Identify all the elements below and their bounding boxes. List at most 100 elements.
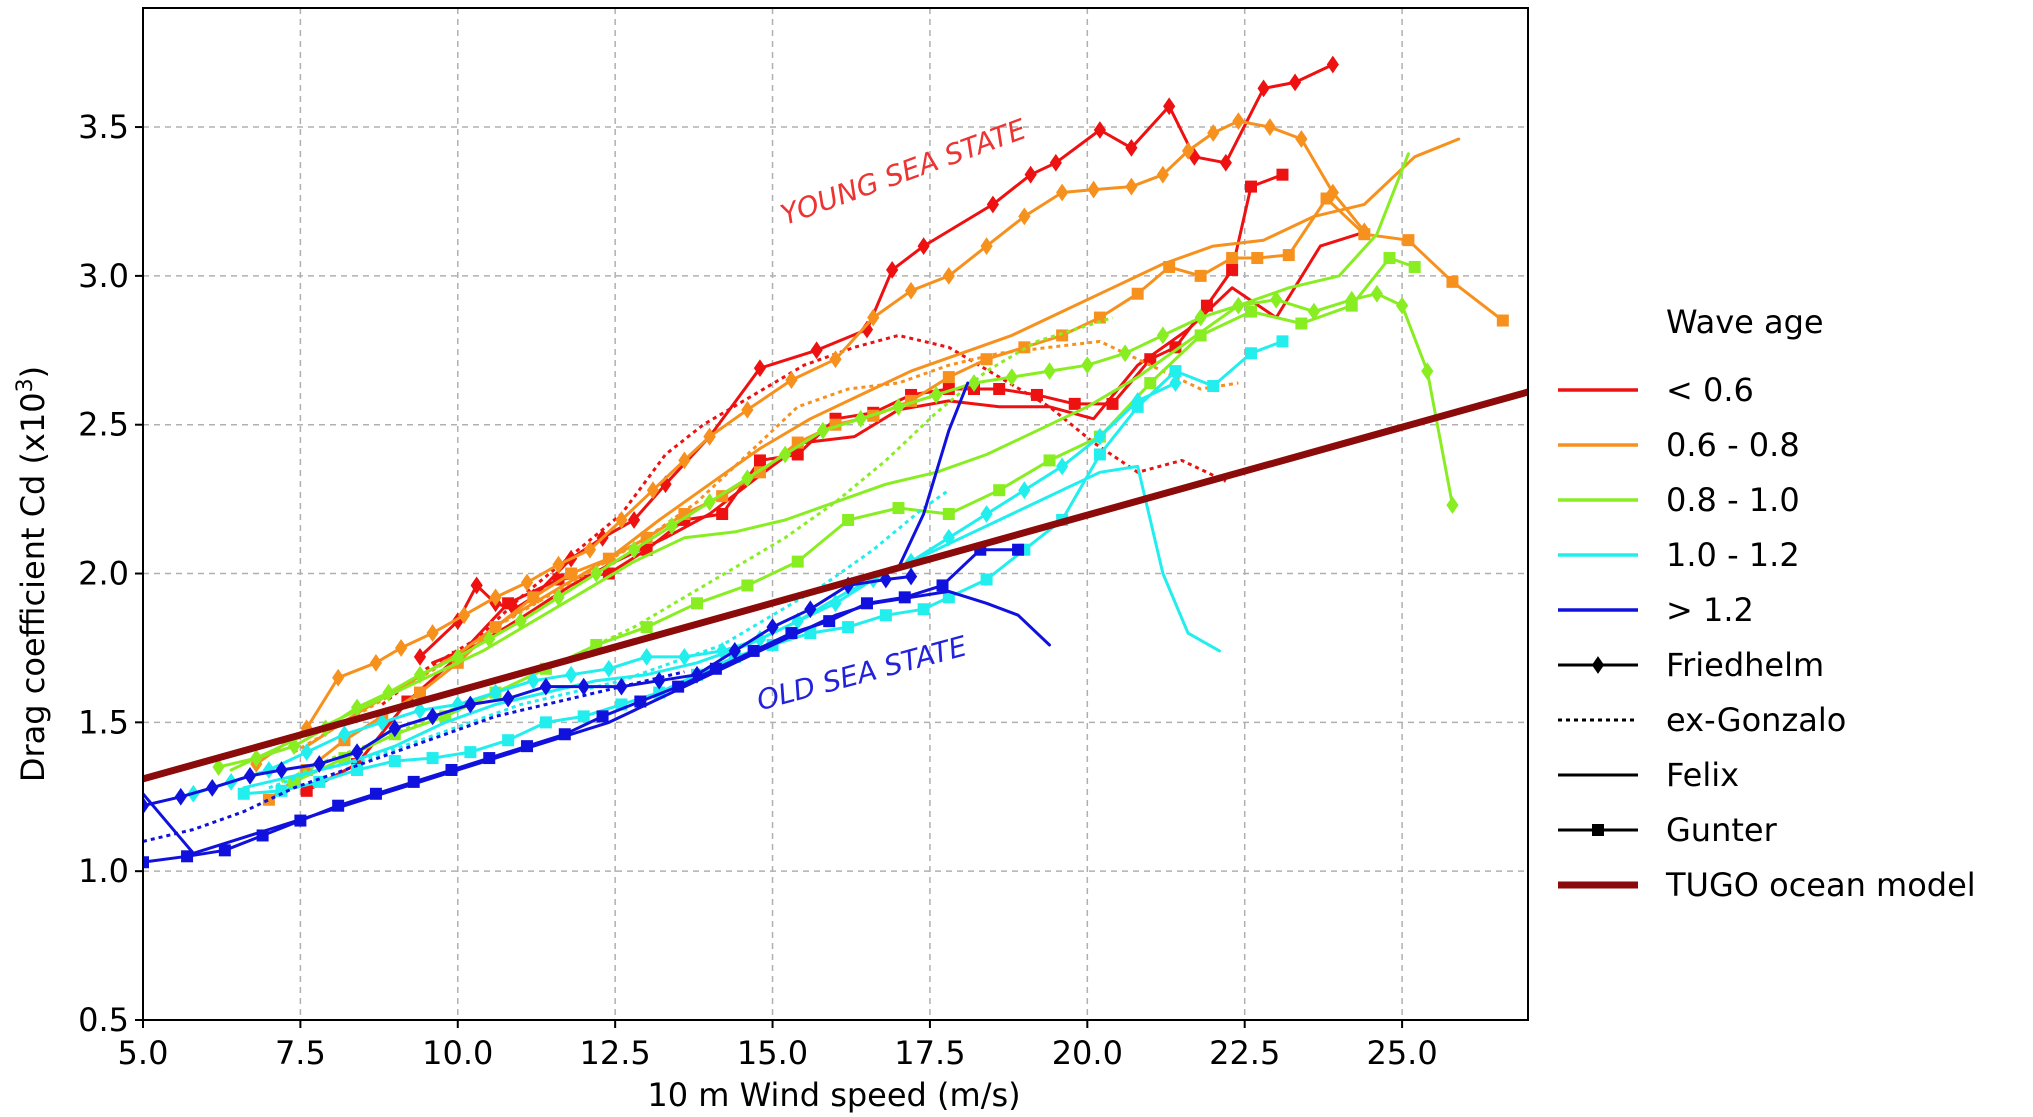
diamond-marker [388, 719, 401, 738]
square-marker [898, 591, 911, 604]
square-marker [1345, 299, 1358, 312]
square-marker [1282, 249, 1295, 262]
square-marker [1200, 299, 1213, 312]
diamond-marker [212, 758, 225, 776]
diamond-marker [413, 701, 427, 720]
square-marker [1131, 400, 1144, 413]
diamond-marker [1163, 97, 1176, 116]
diamond-marker [350, 743, 364, 762]
diamond-marker [867, 308, 880, 327]
x-tick-label: 10.0 [422, 1034, 493, 1072]
x-tick-label: 5.0 [118, 1034, 169, 1072]
square-marker [1226, 263, 1239, 276]
diamond-marker [1125, 177, 1138, 196]
square-marker [1093, 448, 1106, 461]
y-axis-label-close: ) [14, 366, 52, 378]
diamond-marker [1156, 326, 1169, 345]
square-marker [709, 662, 722, 675]
diamond-marker [243, 767, 257, 785]
series-blue-spike [897, 381, 970, 570]
diamond-marker [470, 576, 483, 595]
y-tick-label: 1.0 [78, 852, 129, 890]
x-axis-label: 10 m Wind speed (m/s) [647, 1076, 1020, 1114]
square-marker [842, 621, 855, 634]
series-line [143, 670, 685, 843]
square-marker [1131, 287, 1144, 300]
diamond-marker [1181, 141, 1195, 160]
diamond-marker [174, 787, 187, 806]
diamond-marker [741, 469, 754, 488]
diamond-marker [1093, 121, 1107, 139]
square-marker [1496, 314, 1509, 327]
diamond-marker [451, 647, 464, 666]
diamond-marker [1421, 362, 1434, 381]
diamond-marker [1219, 153, 1232, 172]
square-marker [1194, 269, 1207, 282]
square-marker [218, 844, 231, 857]
square-marker [602, 552, 615, 565]
diamond-marker [206, 778, 219, 797]
square-marker [489, 621, 502, 634]
series-layer [143, 55, 1509, 869]
square-marker [1245, 347, 1257, 360]
square-marker [1295, 317, 1308, 330]
square-marker [993, 382, 1006, 395]
square-marker [1383, 252, 1396, 265]
y-tick-label: 0.5 [78, 1001, 129, 1039]
square-marker [747, 644, 760, 657]
diamond-marker [1005, 368, 1018, 386]
series-line [897, 381, 970, 570]
x-tick-label: 7.5 [275, 1034, 326, 1072]
square-marker [640, 621, 653, 634]
diamond-marker [1018, 207, 1031, 226]
diamond-marker [829, 350, 842, 369]
y-axis-label: Drag coefficient Cd (x103) [13, 366, 52, 782]
diamond-marker [1024, 165, 1037, 184]
square-marker [388, 755, 401, 768]
legend-title: Wave age [1666, 303, 1824, 341]
diamond-marker [489, 588, 502, 607]
diamond-marker [413, 647, 427, 666]
square-marker [294, 814, 307, 827]
diamond-marker [986, 195, 999, 214]
diamond-marker [917, 237, 930, 256]
square-marker [1012, 543, 1025, 556]
square-marker [262, 793, 275, 806]
diamond-marker [980, 237, 993, 256]
square-marker [521, 740, 534, 753]
square-marker [942, 508, 955, 520]
square-marker [426, 752, 439, 765]
square-marker [181, 850, 194, 863]
diamond-marker [1446, 496, 1459, 514]
diamond-marker [313, 755, 326, 773]
diamond-marker [502, 689, 515, 708]
square-marker [407, 775, 420, 788]
square-marker [1144, 353, 1157, 366]
diamond-marker [1395, 296, 1409, 315]
y-tick-label: 2.5 [78, 406, 129, 444]
diamond-marker [942, 266, 955, 285]
diamond-marker [703, 493, 716, 511]
diamond-marker [766, 618, 779, 636]
square-marker [237, 787, 250, 800]
legend-label: 0.8 - 1.0 [1666, 481, 1800, 519]
diamond-marker [1018, 481, 1031, 500]
diamond-marker [1169, 374, 1182, 392]
diamond-marker [703, 427, 716, 446]
square-marker [936, 579, 949, 592]
legend-label: TUGO ocean model [1665, 866, 1976, 904]
diamond-marker [785, 371, 798, 389]
x-tick-label: 20.0 [1052, 1034, 1123, 1072]
diamond-marker [930, 386, 943, 404]
square-marker [1169, 365, 1182, 378]
axis-ticks: 5.0 7.5 10.0 12.5 15.0 17.5 20.0 22.5 25.0 0.5 1.0… [78, 108, 1438, 1072]
square-marker [596, 710, 609, 723]
y-tick-label: 2.0 [78, 555, 129, 593]
diamond-marker [753, 359, 767, 378]
diamond-marker [1194, 308, 1207, 327]
square-marker [565, 567, 578, 580]
square-marker [892, 502, 905, 515]
diamond-marker [457, 606, 471, 625]
series-friedhelm [250, 112, 1371, 773]
